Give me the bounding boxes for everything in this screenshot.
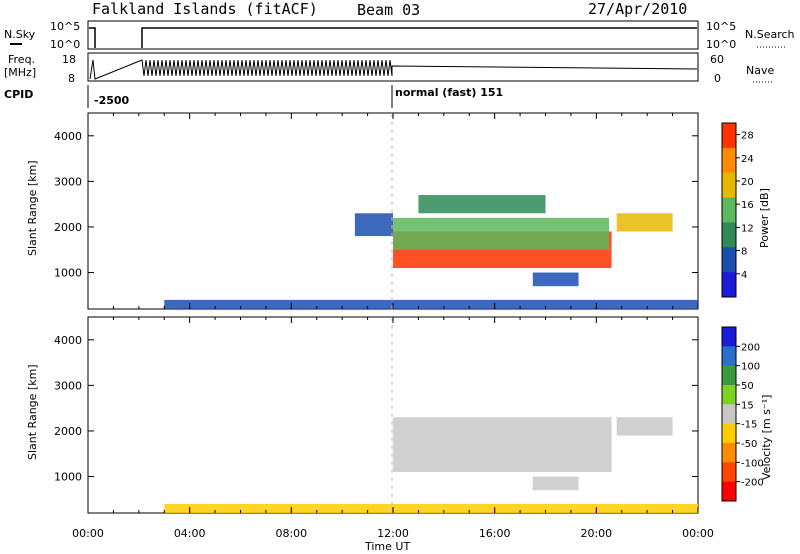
range-tick-label: 3000 <box>54 379 82 392</box>
colorbar-segment <box>722 272 736 298</box>
nsearch-tick-bottom: 10^0 <box>706 38 736 51</box>
colorbar-frame <box>721 122 737 298</box>
data-region <box>354 213 393 237</box>
time-axis: 00:00 04:00 08:00 12:00 16:00 20:00 00:00 <box>72 113 714 540</box>
power-ylabel: Slant Range [km] <box>26 160 39 256</box>
data-region <box>393 217 610 250</box>
nsky-strip: N.Sky 10^5 10^0 10^5 10^0 N.Search <box>4 20 795 51</box>
range-tick-label: 4000 <box>54 130 82 143</box>
colorbar-segment <box>722 147 736 174</box>
time-tick-label: 04:00 <box>174 527 206 540</box>
range-tick-label: 4000 <box>54 334 82 347</box>
colorbar-segment <box>722 247 736 273</box>
colorbar-tick-label: 100 <box>741 362 760 373</box>
time-tick-label: 00:00 <box>682 527 714 540</box>
data-region <box>616 213 673 232</box>
data-region <box>418 195 546 214</box>
colorbar-tick-label: -15 <box>741 420 757 431</box>
colorbar-tick-label: 15 <box>741 400 754 411</box>
colorbar-segment <box>722 327 736 347</box>
time-tick-label: 16:00 <box>479 527 511 540</box>
colorbar-segment <box>722 365 736 386</box>
range-tick-label: 3000 <box>54 175 82 188</box>
freq-tick-top: 18 <box>62 53 76 66</box>
nave-label: Nave <box>746 64 774 77</box>
colorbar-tick-label: 200 <box>741 342 760 353</box>
freq-trace-line <box>89 59 698 80</box>
colorbar-segment <box>722 346 736 367</box>
colorbar-tick-label: -50 <box>741 439 757 450</box>
time-tick-label: 12:00 <box>377 527 409 540</box>
nsky-tick-top: 10^5 <box>50 20 80 33</box>
cpid-label: CPID <box>4 88 33 101</box>
velocity-colorbar-label: Velocity [m s⁻¹] <box>760 395 773 480</box>
colorbar-tick-label: 50 <box>741 381 754 392</box>
freq-label-2: [MHz] <box>4 66 36 79</box>
station-title: Falkland Islands (fitACF) <box>92 0 318 18</box>
power-colorbar-label: Power [dB] <box>758 188 771 248</box>
colorbar-segment <box>722 123 736 149</box>
data-region <box>393 417 612 472</box>
range-tick-label: 1000 <box>54 267 82 280</box>
freq-strip: Freq. [MHz] 18 8 60 0 Nave <box>4 52 774 85</box>
colorbar-tick-label: 20 <box>741 177 754 188</box>
nsky-label: N.Sky <box>4 28 36 41</box>
colorbar-frame <box>721 326 737 502</box>
colorbar-tick-label: 16 <box>741 200 754 211</box>
time-tick-label: 08:00 <box>275 527 307 540</box>
colorbar-segment <box>722 443 736 463</box>
data-region <box>164 299 698 309</box>
time-tick-label: 20:00 <box>580 527 612 540</box>
power-colorbar: 4 8 12 16 20 24 28 Power [dB] <box>721 122 771 298</box>
colorbar-tick-label: 4 <box>741 270 747 281</box>
data-region <box>616 417 673 436</box>
colorbar-segment <box>722 404 736 425</box>
nave-tick-top: 60 <box>710 53 724 66</box>
nave-tick-bottom: 0 <box>714 72 721 85</box>
freq-tick-bottom: 8 <box>68 72 75 85</box>
colorbar-tick-label: 28 <box>741 131 754 142</box>
cpid-value-1: -2500 <box>94 94 130 107</box>
colorbar-tick-label: -200 <box>741 478 764 489</box>
colorbar-segment <box>722 423 736 444</box>
range-tick-label: 2000 <box>54 221 82 234</box>
data-region <box>532 272 579 287</box>
power-panel: 1000 2000 3000 4000 Slant Range [km] <box>26 112 699 310</box>
colorbar-segment <box>722 222 736 248</box>
cpid-value-2: normal (fast) 151 <box>395 86 503 99</box>
cpid-strip: CPID -2500 normal (fast) 151 <box>4 85 503 108</box>
freq-label-1: Freq. <box>8 53 35 66</box>
velocity-colorbar: 200 100 50 15 -15 -50 -100 -200 Velocity [m s⁻¹… <box>721 326 773 502</box>
date-label: 27/Apr/2010 <box>588 0 687 18</box>
range-tick-label: 2000 <box>54 425 82 438</box>
colorbar-tick-label: 24 <box>741 154 754 165</box>
time-axis-label: Time UT <box>364 540 410 553</box>
velocity-ylabel: Slant Range [km] <box>26 364 39 460</box>
nsky-tick-bottom: 10^0 <box>50 38 80 51</box>
nsearch-tick-top: 10^5 <box>706 20 736 33</box>
range-tick-label: 1000 <box>54 471 82 484</box>
colorbar-tick-label: 12 <box>741 223 754 234</box>
nsearch-label: N.Search <box>745 28 795 41</box>
time-tick-label: 00:00 <box>72 527 104 540</box>
beam-label: Beam 03 <box>357 1 420 19</box>
colorbar-segment <box>722 172 736 199</box>
colorbar-tick-label: -100 <box>741 458 764 469</box>
colorbar-segment <box>722 385 736 405</box>
data-region <box>532 476 579 491</box>
velocity-panel: 1000 2000 3000 4000 Slant Range [km] <box>26 316 699 514</box>
colorbar-segment <box>722 197 736 223</box>
colorbar-tick-label: 8 <box>741 247 747 258</box>
colorbar-segment <box>722 481 736 502</box>
data-region <box>164 503 698 513</box>
colorbar-segment <box>722 462 736 483</box>
